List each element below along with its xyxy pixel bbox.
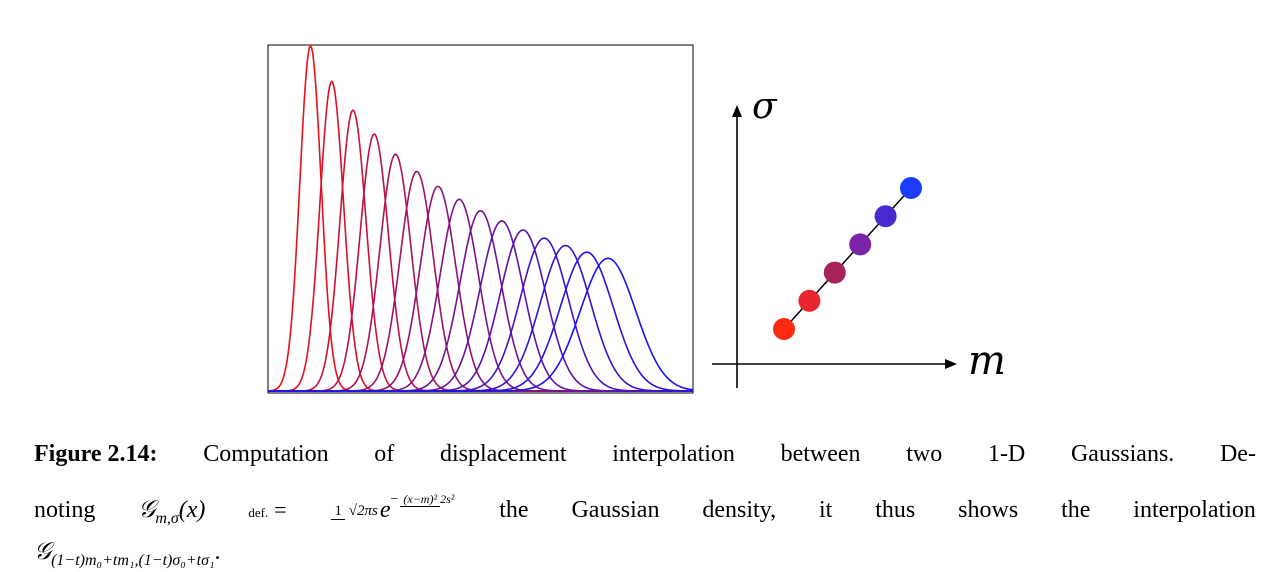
caption-line-2: noting 𝒢m,σ(x) def. = 1 √2πs e− (x−m)² 2s²…	[34, 477, 1256, 541]
caption-word: interpolation	[612, 441, 735, 467]
gaussian-curve	[268, 153, 693, 392]
parameter-point	[823, 261, 846, 284]
caption-word: of	[374, 441, 395, 467]
m-axis-arrow	[945, 359, 957, 369]
caption-word: the	[499, 497, 529, 523]
gaussian-curves-panel	[267, 44, 694, 394]
plot-frame	[267, 44, 694, 394]
figure-label: Figure 2.14:	[34, 441, 158, 467]
caption-word: Computation	[203, 441, 329, 467]
parameter-point	[900, 177, 922, 199]
def-equals: def. =	[248, 497, 287, 522]
caption-word: De-	[1219, 441, 1256, 467]
caption-word: shows	[958, 497, 1019, 523]
caption-word: two	[906, 441, 943, 467]
gaussian-curve	[268, 220, 693, 392]
gaussian-curve	[267, 44, 693, 392]
parameter-point	[798, 289, 821, 312]
caption-word: thus	[875, 497, 916, 523]
parameter-point	[773, 318, 795, 340]
m-axis-label: m	[968, 338, 1006, 384]
parameter-point	[849, 233, 872, 256]
figure-panels: mσ	[267, 44, 1006, 394]
sigma-axis-arrow	[732, 105, 742, 117]
caption-word: noting	[34, 497, 96, 523]
caption-word: Gaussians.	[1070, 441, 1175, 467]
caption-word: interpolation	[1133, 497, 1256, 523]
caption-line-1: Figure 2.14: Computation of displacement…	[34, 432, 1256, 477]
gaussian-notation: 𝒢m,σ(x)	[138, 497, 206, 527]
gaussian-curve	[268, 170, 693, 392]
parameter-point	[874, 205, 897, 228]
caption-word: displacement	[439, 441, 567, 467]
caption-word: Gaussian	[571, 497, 660, 523]
caption-word: it	[819, 497, 833, 523]
parameter-space-panel: mσ	[712, 86, 1006, 388]
gaussian-curve	[268, 257, 694, 392]
caption-word: between	[780, 441, 861, 467]
caption-word: density,	[702, 497, 777, 523]
caption-word: 1-D	[987, 441, 1026, 467]
figure-caption: Figure 2.14: Computation of displacement…	[34, 432, 1256, 572]
caption-line-3: 𝒢(1−t)m₀+tm₁,(1−t)σ₀+tσ₁.	[34, 539, 221, 569]
gaussian-formula: 1 √2πs e− (x−m)² 2s²	[329, 477, 456, 533]
caption-word: the	[1061, 497, 1091, 523]
sigma-axis-label: σ	[752, 86, 778, 127]
